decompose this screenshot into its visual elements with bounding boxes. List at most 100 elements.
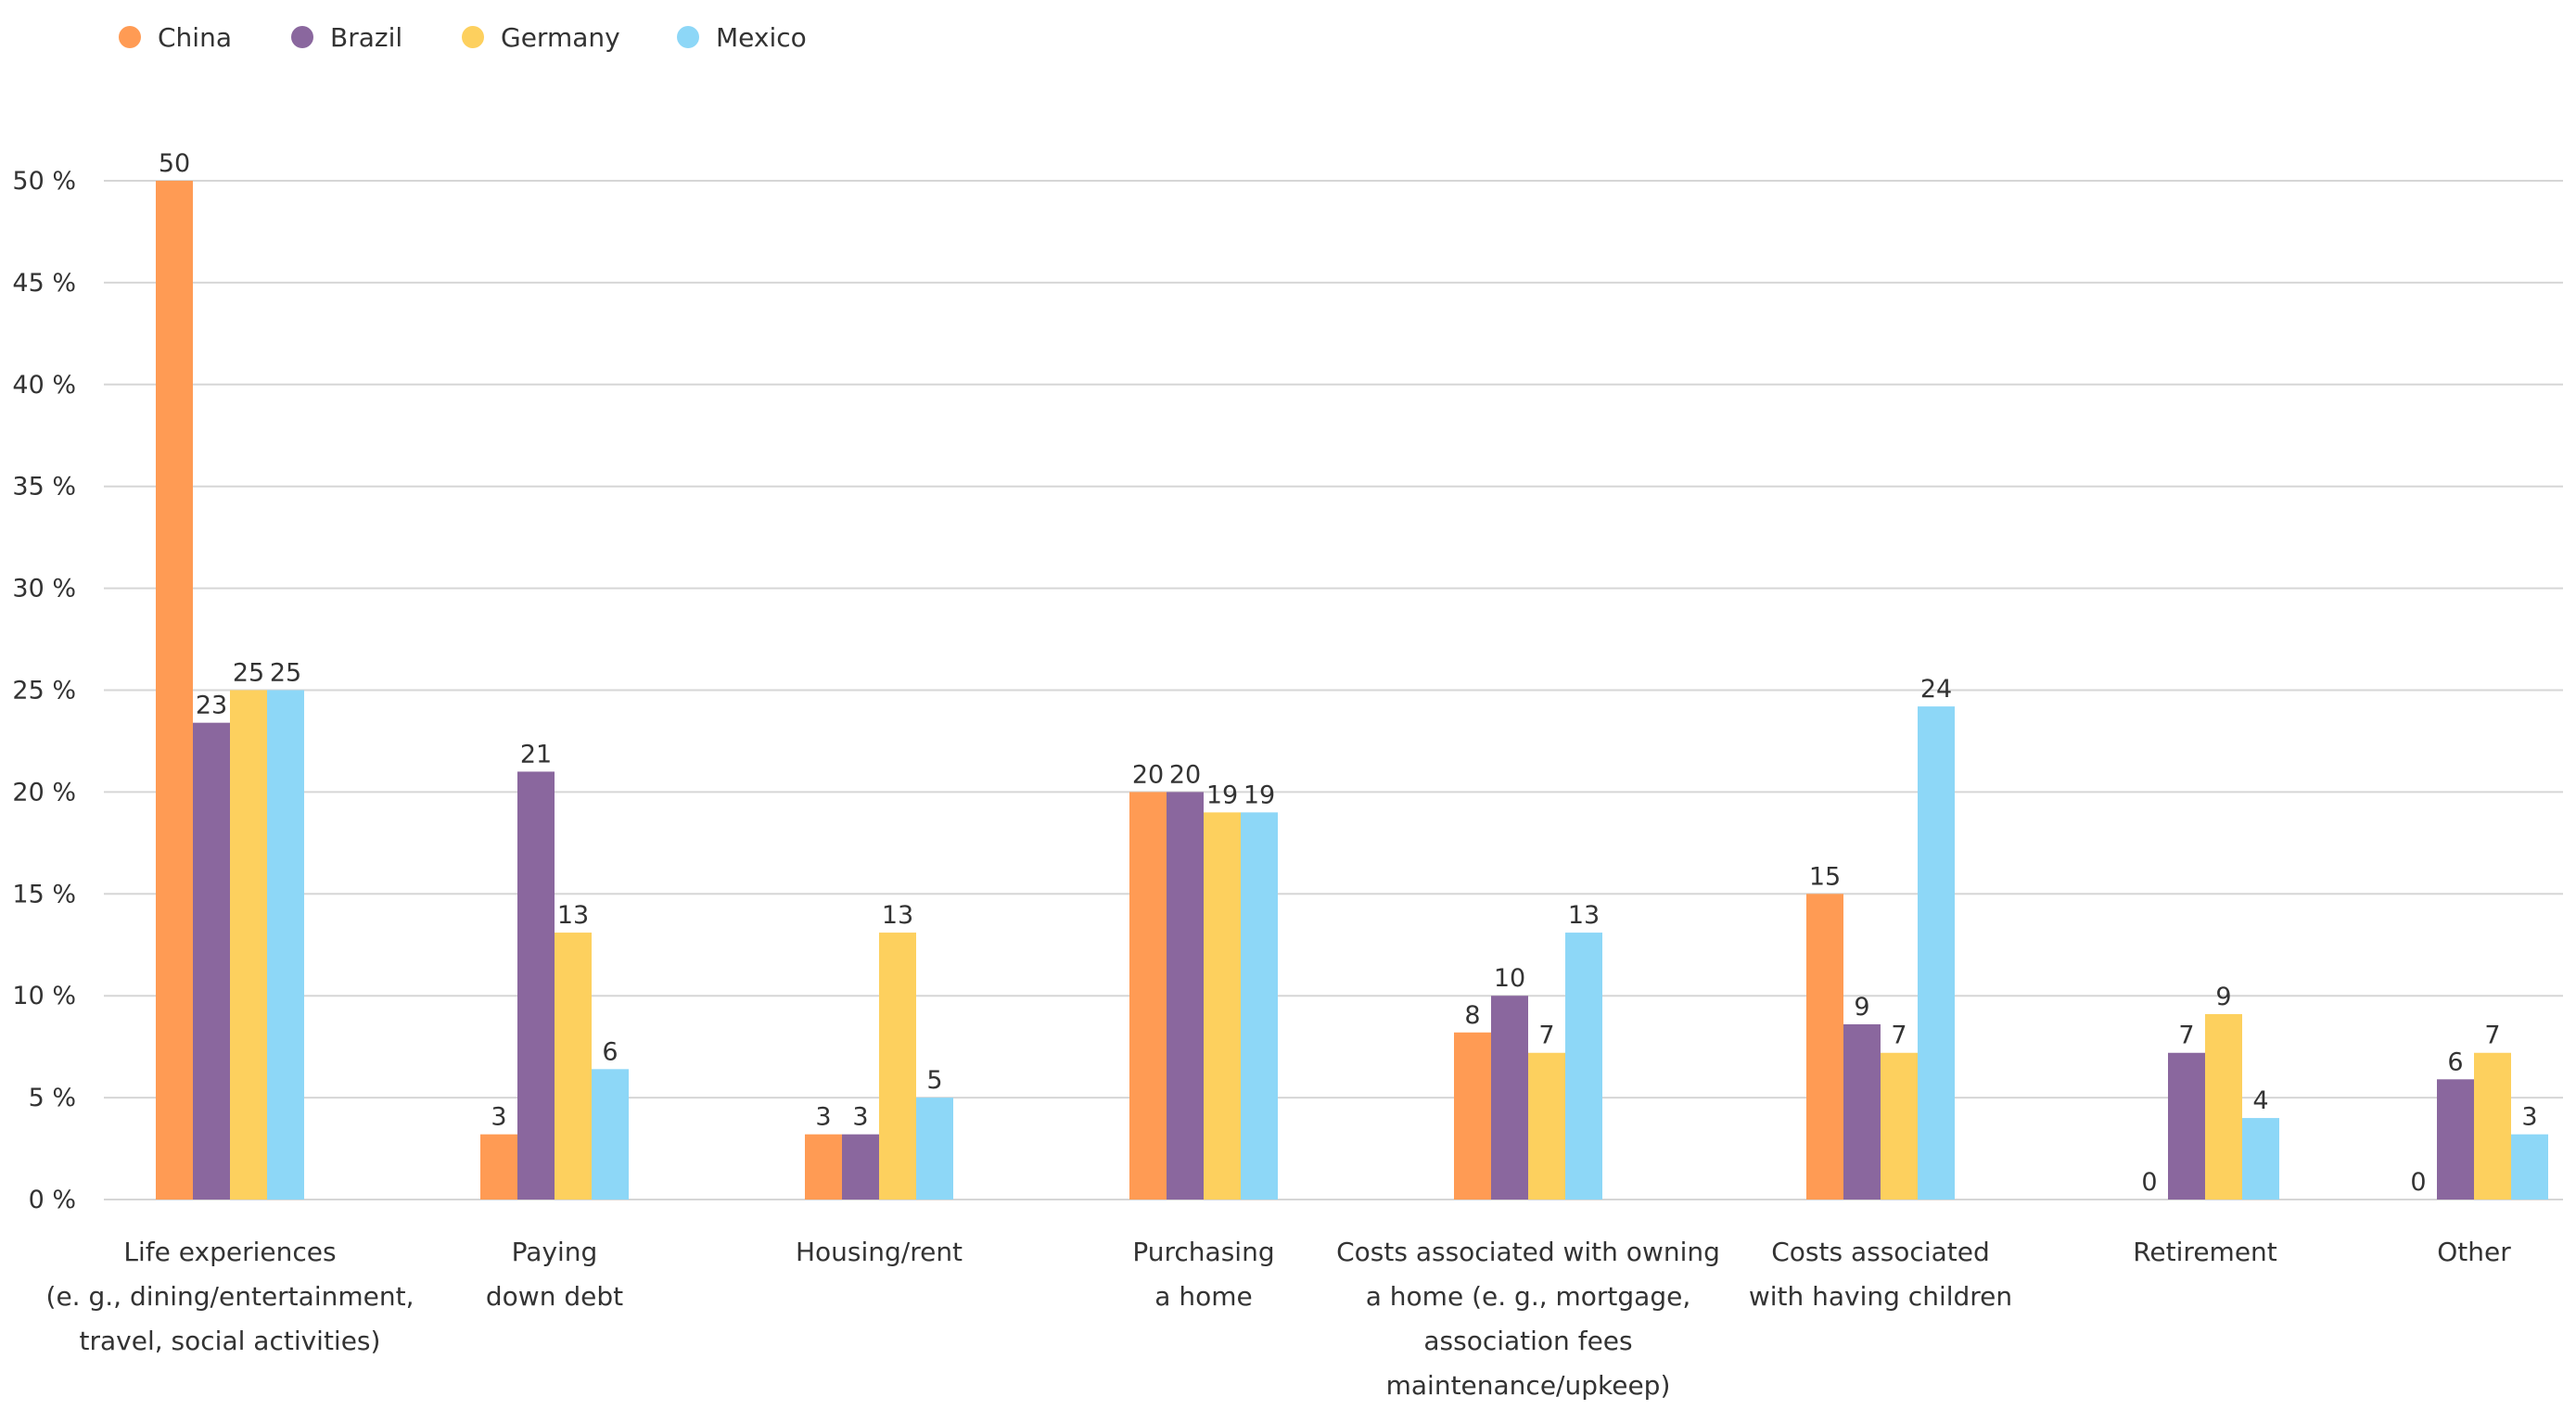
- data-label: 7: [1891, 1022, 1906, 1050]
- bar-germany: [555, 933, 592, 1200]
- bar-brazil: [1167, 792, 1204, 1200]
- x-category-label-line: maintenance/upkeep): [1386, 1370, 1671, 1401]
- data-label: 3: [2521, 1103, 2537, 1132]
- data-label: 7: [2178, 1022, 2194, 1050]
- bar-germany: [2474, 1052, 2511, 1200]
- legend-label-mexico: Mexico: [716, 22, 807, 53]
- y-tick-label: 20 %: [12, 778, 76, 806]
- bar-germany: [230, 690, 267, 1200]
- bar-mexico: [2242, 1118, 2279, 1200]
- data-label: 0: [2141, 1168, 2157, 1197]
- legend-swatch-germany: [462, 26, 484, 48]
- x-category-label-line: Paying: [512, 1237, 598, 1267]
- y-tick-label: 10 %: [12, 982, 76, 1010]
- bar-china: [156, 181, 193, 1200]
- x-category-label-line: Costs associated: [1771, 1237, 1990, 1267]
- x-category-label-line: Housing/rent: [796, 1237, 963, 1267]
- x-category-label: Purchasing a home: [1132, 1237, 1274, 1312]
- x-category-label-line: a home (e. g., mortgage,: [1366, 1281, 1691, 1312]
- bar-mexico: [2511, 1134, 2548, 1200]
- bar-china: [480, 1134, 517, 1200]
- x-category-label-line: association fees: [1423, 1326, 1632, 1356]
- data-label: 13: [557, 901, 589, 930]
- bar-china: [1806, 894, 1843, 1200]
- bar-mexico: [267, 690, 304, 1200]
- bar-group: 15 97 24: [1806, 675, 1955, 1200]
- bar-group: 0 79 4: [2141, 983, 2279, 1200]
- data-label: 9: [1854, 993, 1869, 1022]
- bar-china: [1454, 1032, 1491, 1200]
- y-tick-label: 0 %: [29, 1186, 76, 1214]
- bar-brazil: [2168, 1052, 2205, 1200]
- x-category-label-line: down debt: [486, 1281, 623, 1312]
- x-category-label-line: Purchasing: [1132, 1237, 1274, 1267]
- bar-brazil: [842, 1134, 879, 1200]
- x-category-label-line: Life experiences: [123, 1237, 336, 1267]
- bar-brazil: [2437, 1079, 2474, 1200]
- legend-label-brazil: Brazil: [330, 22, 402, 53]
- x-category-label-line: Other: [2437, 1237, 2511, 1267]
- data-label: 21: [520, 740, 552, 768]
- bar-mexico: [1565, 933, 1602, 1200]
- y-tick-label: 50 %: [12, 167, 76, 196]
- x-category-label: Life experiences (e. g., dining/entertain…: [46, 1237, 414, 1356]
- data-label: 50: [159, 149, 190, 178]
- data-label: 7: [1538, 1022, 1554, 1050]
- bar-brazil: [1491, 996, 1528, 1200]
- data-label: 10: [1494, 964, 1525, 993]
- data-label: 13: [1568, 901, 1600, 930]
- bar-germany: [1881, 1052, 1918, 1200]
- legend-label-germany: Germany: [501, 22, 620, 53]
- bar-germany: [879, 933, 916, 1200]
- bar-group: 3 21 13 6: [480, 740, 629, 1200]
- bar-germany: [2205, 1013, 2242, 1200]
- x-category-label-line: with having children: [1749, 1281, 2012, 1312]
- data-label: 13: [882, 901, 913, 930]
- data-label: 23: [196, 692, 227, 720]
- data-label: 8: [1464, 1001, 1480, 1030]
- gridlines: [104, 180, 2563, 1200]
- legend-swatch-brazil: [291, 26, 313, 48]
- x-category-label: Retirement: [2133, 1237, 2277, 1267]
- data-label: 3: [852, 1103, 868, 1132]
- data-label: 6: [2447, 1047, 2463, 1076]
- bar-group: 0 67 3: [2410, 1022, 2548, 1200]
- x-category-label: Other: [2437, 1237, 2511, 1267]
- legend-swatch-mexico: [677, 26, 699, 48]
- legend-label-china: China: [158, 22, 232, 53]
- x-category-label-line: a home: [1154, 1281, 1252, 1312]
- bar-brazil: [1843, 1023, 1881, 1200]
- legend-swatch-china: [119, 26, 141, 48]
- x-category-label-line: Retirement: [2133, 1237, 2277, 1267]
- y-tick-label: 30 %: [12, 575, 76, 603]
- data-label: 19: [1243, 781, 1275, 809]
- data-label: 7: [2484, 1022, 2500, 1050]
- y-tick-label: 15 %: [12, 880, 76, 908]
- y-tick-label: 35 %: [12, 473, 76, 502]
- x-category-label-line: (e. g., dining/entertainment,: [46, 1281, 414, 1312]
- legend: China Brazil Germany Mexico: [119, 22, 807, 53]
- y-tick-label: 25 %: [12, 677, 76, 705]
- bar-mexico: [1918, 706, 1955, 1200]
- data-label: 20: [1169, 760, 1201, 789]
- y-tick-label: 45 %: [12, 269, 76, 298]
- x-category-label: Housing/rent: [796, 1237, 963, 1267]
- data-label: 20: [1132, 760, 1164, 789]
- data-label: 24: [1920, 675, 1952, 704]
- bar-mexico: [1241, 812, 1278, 1200]
- y-tick-label: 5 %: [29, 1084, 76, 1112]
- bar-china: [805, 1134, 842, 1200]
- y-axis: 0 % 5 % 10 % 15 % 20 % 25 % 30 % 35 % 40 % 45 % 50…: [12, 167, 76, 1214]
- bar-germany: [1528, 1052, 1565, 1200]
- data-label: 6: [602, 1037, 618, 1066]
- x-category-label: Paying down debt: [486, 1237, 623, 1312]
- bar-china: [1129, 792, 1167, 1200]
- data-label: 19: [1206, 781, 1238, 809]
- data-label: 5: [926, 1066, 942, 1095]
- bar-mexico: [916, 1098, 953, 1200]
- data-label: 0: [2410, 1168, 2426, 1197]
- data-label: 9: [2215, 983, 2231, 1011]
- data-label: 25: [270, 659, 301, 688]
- bar-group: 8 10 7 13: [1454, 901, 1602, 1200]
